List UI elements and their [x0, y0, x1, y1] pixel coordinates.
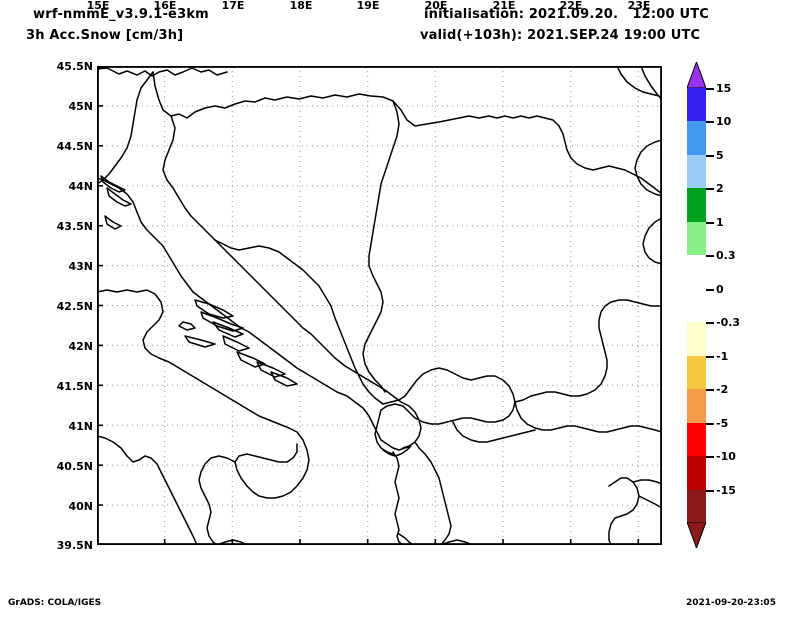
colorbar-band-03-1: [687, 222, 706, 255]
header-model-name: wrf-nmmE_v3.9.1-e3km: [33, 7, 209, 22]
footer-timestamp: 2021-09-20-23:05: [686, 598, 776, 608]
lat-label-41n: 41N: [68, 420, 93, 433]
colorbar-label-m5: -5: [716, 417, 729, 430]
lon-label-16e: 16E: [153, 0, 177, 12]
colorbar-tick-5: [706, 155, 714, 157]
colorbar-band-0-03: [687, 255, 706, 289]
colorbar-label-m15: -15: [716, 484, 736, 497]
colorbar-band-m03-0: [687, 289, 706, 322]
header-initialisation-time: initialisation: 2021.09.20. 12:00 UTC: [424, 7, 710, 22]
footer-credit: GrADS: COLA/IGES: [8, 598, 102, 608]
colorbar-band-5-10: [687, 121, 706, 155]
lat-label-41-5n: 41.5N: [56, 380, 93, 393]
colorbar-label-2: 2: [716, 182, 724, 195]
colorbar-tick-15: [706, 88, 714, 90]
map-plot-area: [97, 66, 662, 545]
map-canvas: [97, 66, 662, 545]
colorbar-band-2-5: [687, 155, 706, 188]
lat-label-43-5n: 43.5N: [56, 220, 93, 233]
colorbar-tick-m1: [706, 356, 714, 358]
lon-label-23e: 23E: [627, 0, 651, 12]
colorbar-tick-1: [706, 222, 714, 224]
colorbar-tick-m10: [706, 456, 714, 458]
colorbar-tick-m03: [706, 322, 714, 324]
colorbar-label-1: 1: [716, 216, 724, 229]
lon-label-17e: 17E: [221, 0, 245, 12]
lat-label-42n: 42N: [68, 340, 93, 353]
lat-label-39-5n: 39.5N: [56, 539, 93, 552]
lon-label-15e: 15E: [86, 0, 110, 12]
lat-label-42-5n: 42.5N: [56, 300, 93, 313]
colorbar-label-03: 0.3: [716, 249, 736, 262]
lat-label-45-5n: 45.5N: [56, 60, 93, 73]
colorbar-tick-m15: [706, 490, 714, 492]
colorbar-tick-10: [706, 121, 714, 123]
lat-label-40n: 40N: [68, 500, 93, 513]
colorbar-label-5: 5: [716, 149, 724, 162]
lat-label-43n: 43N: [68, 260, 93, 273]
lon-label-19e: 19E: [356, 0, 380, 12]
colorbar-tick-03: [706, 255, 714, 257]
colorbar-label-m2: -2: [716, 383, 729, 396]
colorbar-band-m10-m5: [687, 423, 706, 456]
colorbar-band-m5-m2: [687, 389, 706, 423]
lon-label-21e: 21E: [492, 0, 516, 12]
lat-label-44-5n: 44.5N: [56, 140, 93, 153]
colorbar-band-m2-m1: [687, 356, 706, 389]
lon-label-18e: 18E: [289, 0, 313, 12]
colorbar-band-10-15: [687, 88, 706, 121]
colorbar-label-m03: -0.3: [716, 316, 741, 329]
lat-label-45n: 45N: [68, 100, 93, 113]
colorbar-legend: 15 10 5 2 1 0.3 0 -0.3 -1 -2 -5 -10 -15: [687, 62, 740, 548]
colorbar-band-m15-m10: [687, 456, 706, 490]
colorbar-label-15: 15: [716, 82, 732, 95]
lat-label-40-5n: 40.5N: [56, 460, 93, 473]
colorbar-arrow-top: [687, 62, 706, 88]
colorbar-label-0: 0: [716, 283, 724, 296]
lon-label-22e: 22E: [559, 0, 583, 12]
lon-label-20e: 20E: [424, 0, 448, 12]
colorbar-tick-2: [706, 188, 714, 190]
colorbar-label-10: 10: [716, 115, 732, 128]
header-field-name: 3h Acc.Snow [cm/3h]: [26, 28, 184, 43]
lat-label-44n: 44N: [68, 180, 93, 193]
map-coastlines-and-borders: [97, 66, 662, 545]
colorbar-tick-m2: [706, 389, 714, 391]
header-valid-time: valid(+103h): 2021.SEP.24 19:00 UTC: [420, 28, 701, 43]
axis-ticks: [97, 66, 640, 545]
colorbar-label-m1: -1: [716, 350, 729, 363]
colorbar-label-m10: -10: [716, 450, 736, 463]
map-gridlines: [97, 66, 662, 545]
colorbar-band-1-2: [687, 188, 706, 222]
colorbar-tick-0: [706, 289, 714, 291]
colorbar-tick-m5: [706, 423, 714, 425]
colorbar-band-below-m15: [687, 490, 706, 522]
colorbar-band-m1-m03: [687, 322, 706, 356]
colorbar-arrow-bottom: [687, 522, 706, 548]
